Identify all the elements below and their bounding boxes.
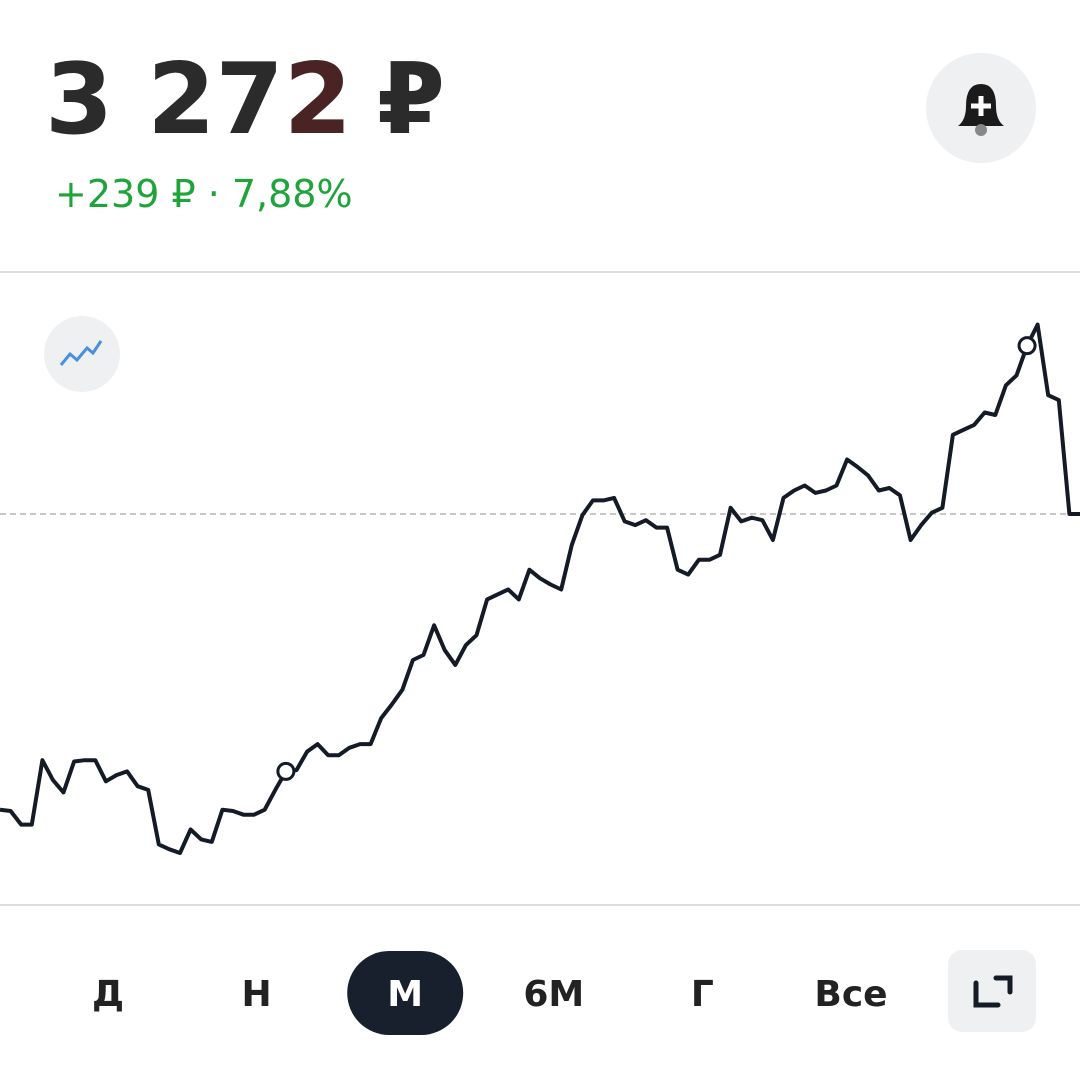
alert-button[interactable] <box>926 53 1036 163</box>
price: 3 272 ₽ <box>45 43 445 157</box>
price-change: +239 ₽ · 7,88% <box>55 172 353 216</box>
period-button[interactable]: Д <box>92 974 124 1015</box>
period-label[interactable]: 6М <box>523 974 584 1015</box>
point-marker <box>1017 336 1037 356</box>
price-main: 3 27 <box>45 43 284 157</box>
price-changed-digit: 2 <box>284 43 352 157</box>
expand-bg[interactable] <box>948 950 1036 1032</box>
period-button[interactable]: Г <box>691 974 714 1015</box>
period-active-bg[interactable] <box>347 951 464 1035</box>
point-marker <box>276 761 296 781</box>
chart <box>0 322 1080 855</box>
period-button[interactable]: 6М <box>523 974 584 1015</box>
period-button[interactable]: Н <box>242 974 272 1015</box>
bell-clapper <box>975 124 987 136</box>
period-label[interactable]: М <box>387 974 423 1015</box>
expand-button[interactable] <box>948 950 1036 1032</box>
period-selector: Д Н М 6М Г Все <box>92 951 888 1035</box>
expand-icon <box>973 975 1013 1008</box>
period-button[interactable]: М <box>347 951 464 1035</box>
trend-icon <box>59 340 103 366</box>
price-currency: ₽ <box>377 43 445 157</box>
price-line <box>0 322 1080 855</box>
period-label[interactable]: Д <box>92 974 124 1015</box>
period-label[interactable]: Н <box>242 974 272 1015</box>
period-label[interactable]: Г <box>691 974 714 1015</box>
plus <box>971 96 991 116</box>
period-label[interactable]: Все <box>814 974 887 1015</box>
chart-type-button[interactable] <box>44 316 120 392</box>
period-button[interactable]: Все <box>814 974 887 1015</box>
